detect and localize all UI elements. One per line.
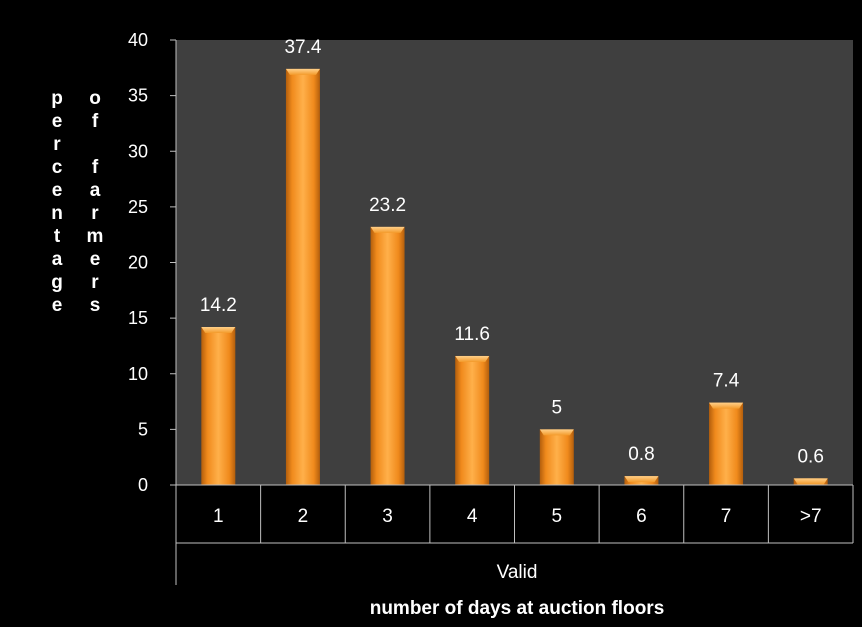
bar-cap: [370, 226, 405, 233]
y-axis-ticks: 0 5 10 15 20 25 30 35 40: [128, 30, 177, 495]
bar: [201, 327, 236, 485]
x-tick-label: 4: [467, 506, 478, 527]
y-tick-label: 40: [128, 30, 148, 50]
bar-cap: [285, 68, 320, 75]
x-group-label: Valid: [497, 562, 538, 583]
bar-data-label: 37.4: [284, 37, 321, 58]
bar-data-label: 7.4: [713, 371, 740, 392]
bar-data-label: 23.2: [369, 195, 406, 216]
bar-group: 7.4: [709, 371, 744, 485]
bar-cap: [539, 429, 574, 436]
bar-data-label: 0.6: [797, 446, 823, 467]
bar-data-label: 14.2: [200, 295, 237, 316]
bar-data-label: 0.8: [628, 444, 654, 465]
y-axis-label: p e r c e n t a g e o f f a r m e r s: [51, 88, 103, 316]
bar: [455, 355, 490, 485]
bar-cap: [793, 478, 828, 485]
bar: [539, 429, 574, 485]
x-tick-label: 2: [298, 506, 309, 527]
bar-group: 11.6: [454, 324, 490, 485]
bar-cap: [455, 355, 490, 362]
x-axis-title: number of days at auction floors: [370, 598, 665, 619]
bar-cap: [201, 327, 236, 334]
bars: 14.2 37.4 23.2 11.6 5 0.8 7.4 0.6: [200, 37, 828, 486]
x-tick-label: 3: [382, 506, 393, 527]
bar-group: 37.4: [284, 37, 322, 486]
bar-group: 5: [539, 397, 574, 485]
x-tick-label: 5: [552, 506, 563, 527]
y-tick-label: 25: [128, 197, 148, 217]
bar-group: 14.2: [200, 295, 237, 485]
bar-cap: [624, 476, 659, 483]
y-tick-label: 30: [128, 141, 148, 161]
bar-group: 0.8: [624, 444, 659, 485]
y-tick-label: 20: [128, 253, 148, 273]
bar-cap: [709, 402, 744, 409]
bar: [709, 402, 744, 485]
y-tick-label: 5: [138, 419, 148, 439]
bar-group: 23.2: [369, 195, 406, 485]
y-tick-label: 0: [138, 475, 148, 495]
x-tick-label: >7: [800, 506, 822, 527]
x-tick-label: 7: [721, 506, 732, 527]
x-tick-label: 6: [636, 506, 647, 527]
bar-data-label: 11.6: [454, 324, 490, 345]
y-tick-label: 15: [128, 308, 148, 328]
y-tick-label: 10: [128, 364, 148, 384]
x-tick-label: 1: [213, 506, 224, 527]
plot-area: [176, 40, 853, 485]
y-tick-label: 35: [128, 86, 148, 106]
bar: [285, 68, 320, 486]
x-axis: 1 2 3 4 5 6 7 >7: [175, 484, 854, 585]
bar: [370, 226, 405, 485]
bar-data-label: 5: [552, 397, 563, 418]
bar-group: 0.6: [793, 446, 828, 485]
